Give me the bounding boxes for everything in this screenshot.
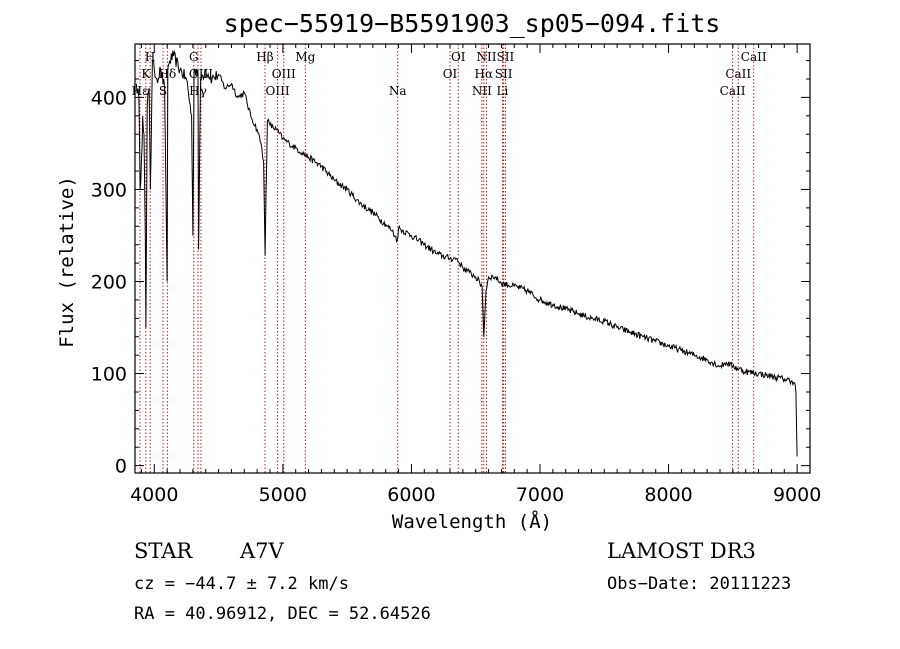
emission-line-label-18: SII [497, 50, 515, 64]
survey-name: LAMOST DR3 [607, 539, 756, 563]
emission-line-label-10: OIII [272, 67, 296, 81]
y-tick-label-0: 0 [115, 456, 127, 478]
emission-line-label-16: Hα [475, 67, 494, 81]
emission-line-label-14: OI [443, 67, 458, 81]
object-subclass: A7V [239, 539, 285, 563]
emission-line-label-13: OI [451, 50, 466, 64]
emission-line-label-0: Hε [132, 84, 149, 98]
emission-line-label-1: K [141, 67, 151, 81]
x-tick-label-3: 7000 [516, 484, 564, 506]
emission-line-label-15: NII [477, 50, 497, 64]
coordinates-radec: RA = 40.96912, DEC = 52.64526 [134, 604, 431, 624]
y-tick-label-1: 100 [91, 364, 127, 386]
plot-frame [134, 43, 811, 474]
y-tick-label-2: 200 [91, 272, 127, 294]
y-tick-label-4: 400 [91, 87, 127, 109]
axis-ticks: 4000 5000 6000 7000 8000 9000 0 100 200 300 400 [91, 44, 821, 506]
emission-line-label-4: S [159, 84, 167, 98]
emission-line-label-12: Na [389, 84, 407, 98]
chart-title: spec−55919−B5591903_sp05−094.fits [224, 9, 721, 38]
redshift-cz: cz = −44.7 ± 7.2 km/s [134, 574, 349, 594]
x-tick-label-4: 8000 [644, 484, 692, 506]
x-tick-label-2: 6000 [387, 484, 435, 506]
emission-line-label-21: CaII [741, 50, 767, 64]
emission-line-label-11: Mg [295, 50, 315, 64]
emission-line-label-9: OIII [266, 84, 290, 98]
observation-date: Obs−Date: 20111223 [607, 574, 791, 594]
x-tick-label-0: 4000 [130, 484, 178, 506]
spectrum-line [135, 50, 798, 457]
emission-line-label-19: SII [495, 67, 513, 81]
x-tick-label-5: 9000 [773, 484, 821, 506]
emission-line-label-17: NII [472, 84, 492, 98]
y-tick-label-3: 300 [91, 179, 127, 201]
emission-line-label-8: Hβ [256, 50, 273, 64]
emission-line-markers: HεKHHδSGOIIIHγHβOIIIOIIIMgNaOIOINIIHαNII… [132, 44, 767, 473]
emission-line-label-5: G [189, 50, 199, 64]
x-axis-label: Wavelength (Å) [392, 510, 552, 533]
object-class: STAR [134, 539, 193, 563]
spectrum-series [135, 50, 798, 457]
emission-line-label-23: CaII [720, 84, 746, 98]
x-tick-label-1: 5000 [259, 484, 307, 506]
emission-line-label-20: Li [497, 84, 509, 98]
emission-line-label-2: H [145, 50, 155, 64]
y-axis-label: Flux (relative) [56, 176, 78, 348]
emission-line-label-22: CaII [725, 67, 751, 81]
